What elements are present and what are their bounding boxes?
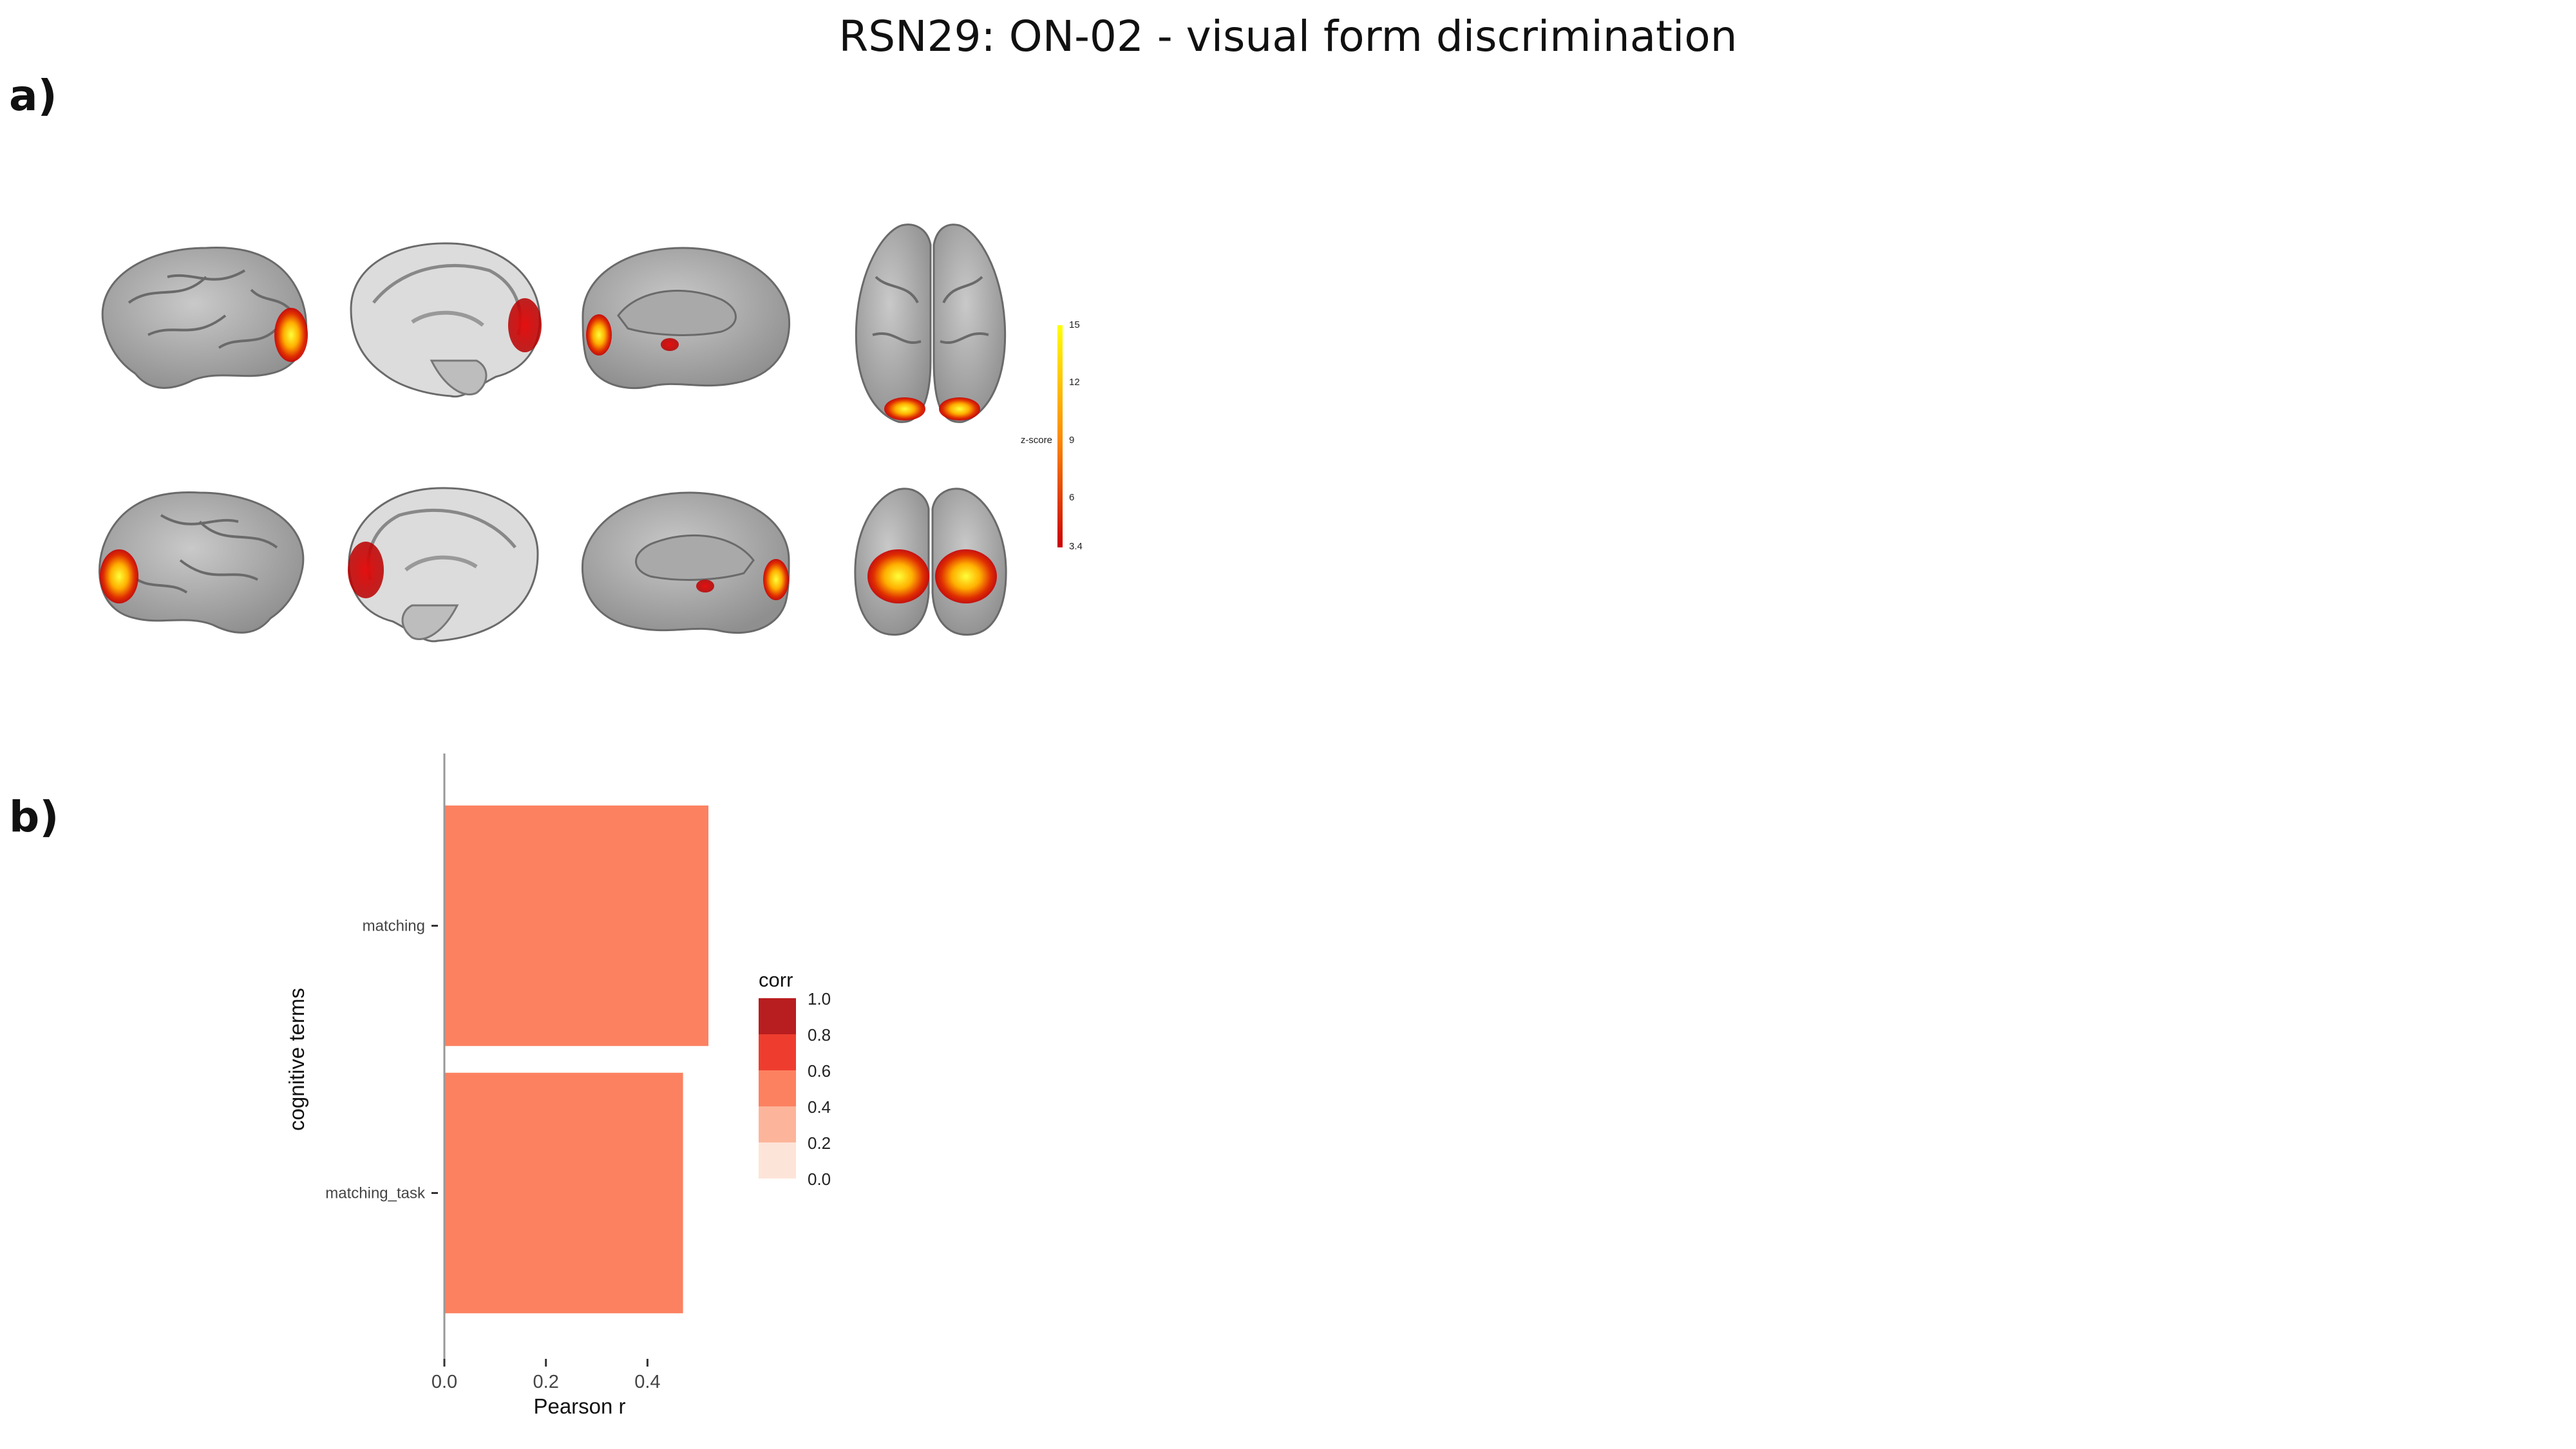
- legend-swatch: [759, 1034, 796, 1070]
- legend-swatch: [759, 1179, 796, 1215]
- bar-matching: [444, 805, 708, 1046]
- x-tick-label: 0.0: [431, 1372, 457, 1392]
- y-axis-title: cognitive terms: [285, 988, 308, 1131]
- sagittal-slice-right-bottom: [348, 487, 539, 643]
- x-axis-title: Pearson r: [533, 1394, 625, 1418]
- colorbar-tick: 12: [1069, 377, 1080, 388]
- category-labels: matching matching_task: [325, 918, 438, 1202]
- legend-swatch: [759, 1106, 796, 1142]
- brain-views-panel: 15 12 9 6 3.4 z-score: [98, 223, 1083, 643]
- legend-swatch: [759, 998, 796, 1034]
- colorbar-gradient: [1057, 325, 1063, 547]
- legend-label: 0.4: [808, 1097, 831, 1117]
- zscore-colorbar: 15 12 9 6 3.4 z-score: [1021, 319, 1083, 552]
- figure-title: RSN29: ON-02 - visual form discriminatio…: [838, 12, 1738, 61]
- legend-swatch: [759, 1142, 796, 1179]
- x-tick-label: 0.2: [533, 1372, 559, 1392]
- lateral-view-right-bottom: [98, 491, 305, 634]
- legend-label: 0.0: [808, 1170, 831, 1189]
- x-axis-ticks: 0.0 0.2 0.4: [431, 1359, 661, 1392]
- colorbar-tick: 6: [1069, 492, 1074, 503]
- colorbar-tick: 9: [1069, 435, 1074, 446]
- legend-swatch: [759, 1070, 796, 1106]
- lateral-view-left-top: [101, 246, 308, 389]
- colorbar-tick: 3.4: [1069, 541, 1083, 552]
- posterior-view-bottom: [854, 488, 1007, 636]
- colorbar-tick: 15: [1069, 319, 1080, 330]
- colorbar-label: z-score: [1021, 435, 1052, 446]
- medial-view-left-top: [582, 247, 791, 390]
- legend-title: corr: [759, 969, 793, 991]
- sagittal-slice-left-top: [350, 242, 542, 398]
- bar-matching_task: [444, 1072, 683, 1314]
- panel-b-label: b): [9, 792, 59, 842]
- bar-chart: matching matching_task 0.0 0.2 0.4 Pearson …: [285, 753, 831, 1418]
- medial-view-right-bottom: [581, 491, 790, 634]
- x-tick-label: 0.4: [634, 1372, 660, 1392]
- bars-layer: [444, 805, 708, 1314]
- legend-label: 0.8: [808, 1025, 831, 1045]
- legend: corr 1.0 0.8 0.6 0.4 0.2 0.0: [759, 969, 831, 1215]
- legend-label: 1.0: [808, 989, 831, 1009]
- category-label: matching: [363, 918, 425, 935]
- dorsal-view-top: [855, 223, 1007, 423]
- category-label: matching_task: [325, 1185, 426, 1202]
- legend-label: 0.6: [808, 1061, 831, 1081]
- panel-a-label: a): [9, 71, 57, 120]
- legend-items: 1.0 0.8 0.6 0.4 0.2 0.0: [759, 989, 831, 1215]
- legend-label: 0.2: [808, 1133, 831, 1153]
